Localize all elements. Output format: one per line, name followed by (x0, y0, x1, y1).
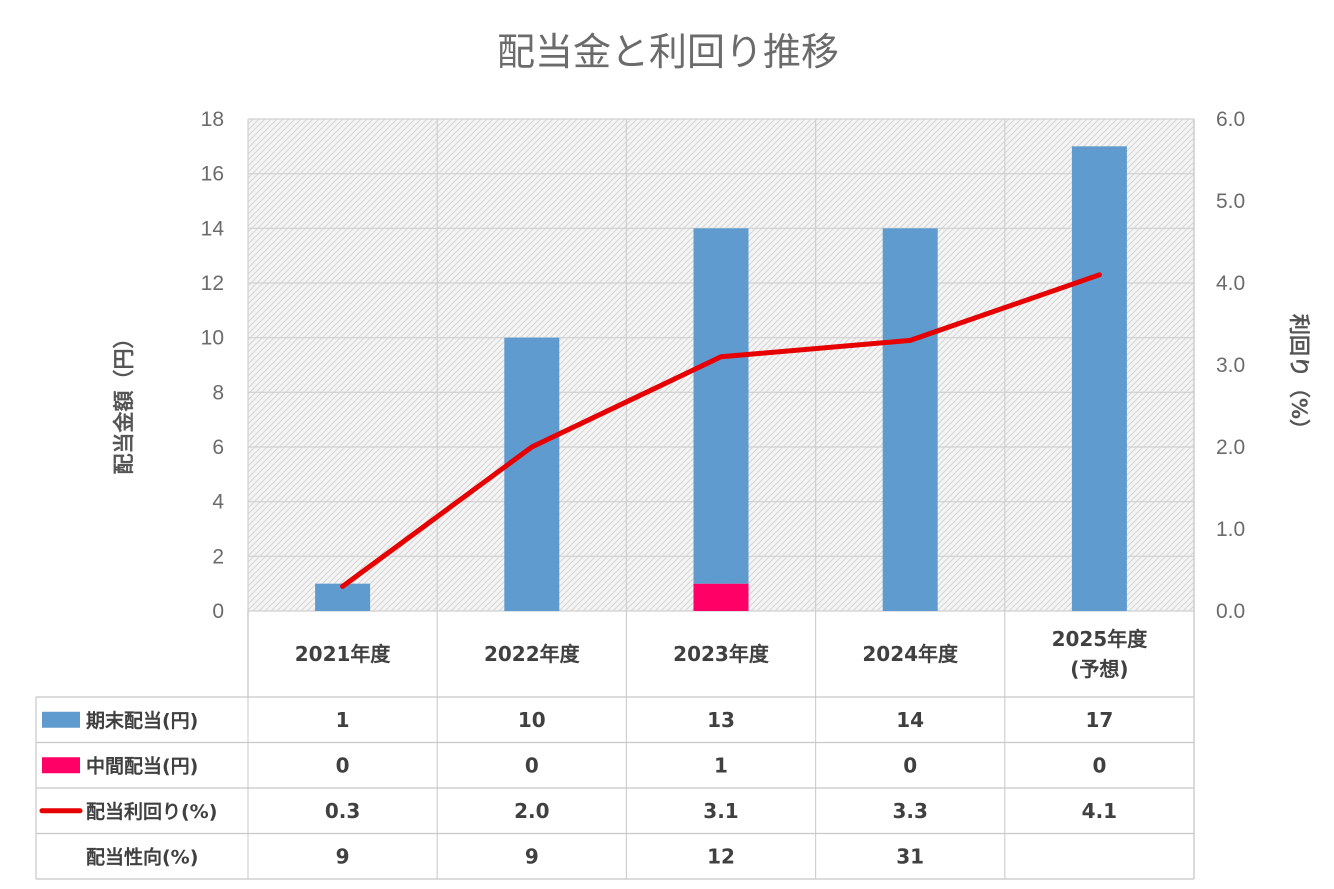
y-tick-label: 4 (212, 491, 224, 514)
table-cell: 9 (525, 844, 539, 868)
table-cell: 10 (518, 708, 546, 732)
yield-line (340, 272, 1102, 589)
y-tick-label: 10 (201, 327, 224, 350)
table-cell: 1 (714, 753, 728, 777)
table-cell: 0 (525, 753, 539, 777)
table-cell: 9 (336, 844, 350, 868)
y2-tick-label: 0.0 (1216, 600, 1245, 623)
table-cell: 17 (1085, 708, 1113, 732)
y2-axis-label: 利回り（%） (1287, 314, 1311, 440)
table-cell: 2.0 (514, 799, 549, 823)
table-cell: 12 (707, 844, 735, 868)
table-cell: 1 (336, 708, 350, 732)
table-row-label: 中間配当(円) (86, 754, 198, 777)
y2-tick-label: 6.0 (1216, 108, 1245, 131)
chart-title: 配当金と利回り推移 (497, 30, 839, 74)
bar-year-end (693, 228, 749, 584)
bars (315, 146, 1127, 612)
y-tick-label: 12 (201, 272, 224, 295)
table-cell: 0 (903, 753, 917, 777)
x-tick-label: 2024年度 (862, 642, 959, 666)
bar-year-end (882, 228, 938, 612)
table-row-label: 配当性向(%) (86, 845, 198, 868)
bar-year-end (1071, 146, 1127, 612)
legend-key (42, 711, 80, 728)
x-tick-label: 2022年度 (484, 642, 581, 666)
table-cell: 13 (707, 708, 735, 732)
table-cell: 4.1 (1082, 799, 1117, 823)
data-table: 2021年度 2022年度 2023年度 2024年度 2025年度 (予想) 期末配当(円… (35, 119, 1195, 880)
table-cell: 0.3 (325, 799, 360, 823)
table-cell: 0 (336, 753, 350, 777)
y2-tick-label: 4.0 (1216, 272, 1245, 295)
table-cell: 0 (1092, 753, 1106, 777)
y-tick-label: 2 (212, 545, 224, 568)
y-axis-label: 配当金額（円） (112, 328, 136, 475)
y-tick-label: 18 (201, 108, 224, 131)
y2-tick-label: 5.0 (1216, 190, 1245, 213)
x-tick-label: 2021年度 (295, 642, 392, 666)
bar-interim (693, 583, 749, 611)
bar-year-end (504, 337, 560, 611)
x-tick-label: 2023年度 (673, 642, 770, 666)
y-tick-label: 16 (201, 163, 224, 186)
table-row-label: 期末配当(円) (86, 709, 198, 732)
y-tick-label: 8 (212, 381, 224, 404)
yield-line-layer (340, 272, 1102, 589)
y-tick-label: 6 (212, 436, 224, 459)
table-cell: 31 (896, 844, 924, 868)
y2-tick-label: 1.0 (1216, 518, 1245, 541)
legend-key (42, 757, 80, 774)
axes: 0 2 4 6 8 10 12 14 16 18 0.0 1.0 2.0 3.0 4.0 5.0 6.0 (201, 108, 1246, 623)
y2-tick-label: 3.0 (1216, 354, 1245, 377)
table-cell: 14 (896, 708, 924, 732)
table-cell: 3.3 (892, 799, 927, 823)
table-cell: 3.1 (703, 799, 738, 823)
y2-tick-label: 2.0 (1216, 436, 1245, 459)
y-tick-label: 0 (212, 600, 224, 623)
y-tick-label: 14 (201, 217, 225, 240)
x-tick-label: 2025年度 (1052, 627, 1149, 651)
x-tick-label: (予想) (1070, 657, 1128, 681)
table-row-label: 配当利回り(%) (86, 800, 217, 823)
